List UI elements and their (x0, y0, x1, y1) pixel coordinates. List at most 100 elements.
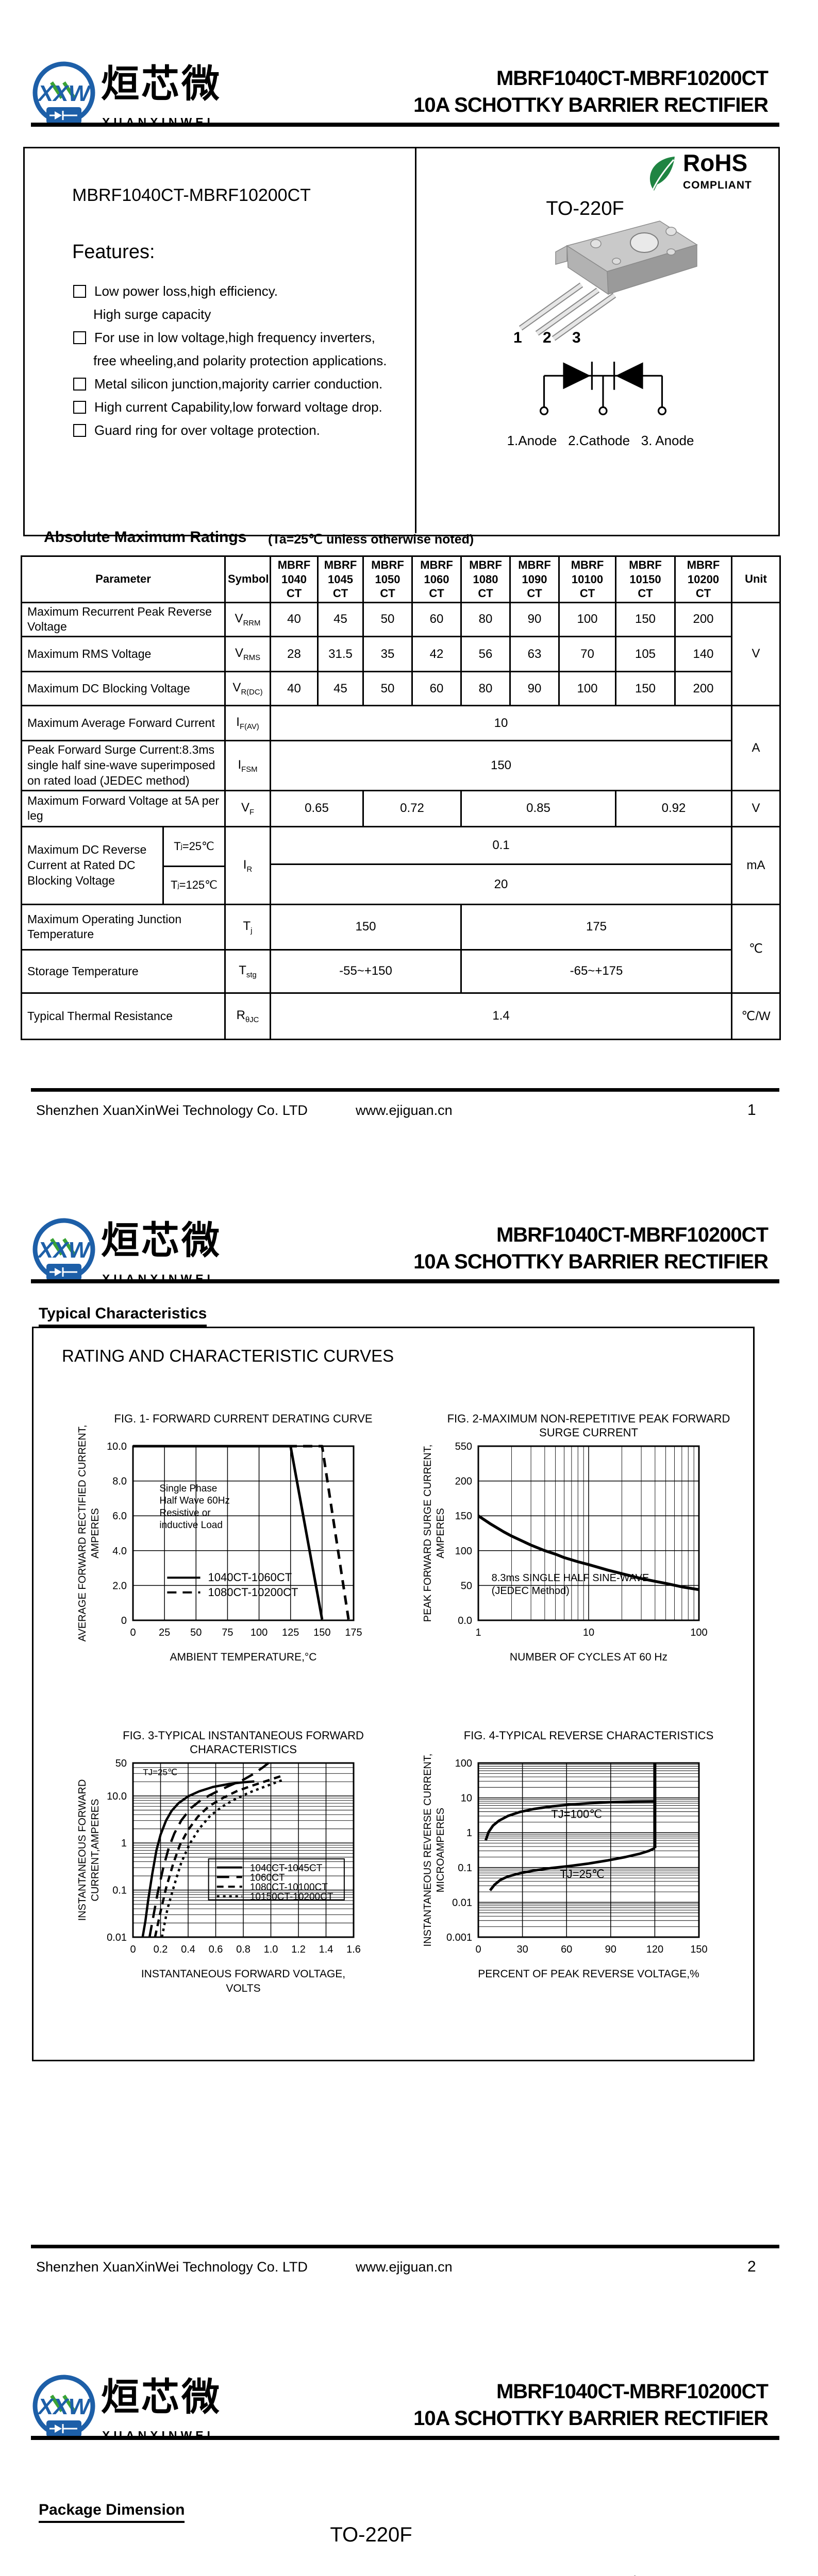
rohs-logo: RoHS COMPLIANT (647, 149, 776, 198)
svg-text:1: 1 (475, 1627, 481, 1638)
svg-text:10.0: 10.0 (107, 1791, 127, 1802)
svg-text:1040CT-1045CT: 1040CT-1045CT (250, 1863, 323, 1874)
svg-text:0.001: 0.001 (446, 1932, 472, 1943)
checkbox-icon (73, 331, 86, 344)
row-ir-125: 20 (22, 863, 780, 905)
svg-text:PERCENT OF PEAK REVERSE VOLTAG: PERCENT OF PEAK REVERSE VOLTAGE,% (478, 1968, 699, 1980)
svg-text:TJ=100℃: TJ=100℃ (551, 1807, 602, 1820)
feature-text: For use in low voltage,high frequency in… (94, 330, 375, 345)
unit-degc: ℃ (731, 903, 781, 994)
row-vf: Maximum Forward Voltage at 5A per leg VF… (21, 789, 781, 827)
checkbox-icon (73, 377, 86, 391)
value-span: 0.1 (270, 825, 732, 866)
amr-subtitle: (Ta=25℃ unless otherwise noted) (268, 532, 474, 547)
feature-item: Metal silicon junction,majority carrier … (73, 377, 403, 391)
svg-text:0.01: 0.01 (452, 1897, 472, 1908)
features-list: Low power loss,high efficiency. High sur… (73, 284, 403, 437)
diode-1 (563, 362, 591, 389)
svg-text:6.0: 6.0 (112, 1511, 127, 1522)
svg-text:10.0: 10.0 (107, 1441, 127, 1452)
svg-text:0: 0 (121, 1615, 127, 1626)
figure-3-chart: FIG. 3-TYPICAL INSTANTANEOUS FORWARDCHAR… (77, 1729, 364, 1994)
ratings-table: Parameter Symbol MBRF 1040 CT MBRF 1045 … (21, 555, 781, 1040)
svg-text:1.4: 1.4 (319, 1944, 333, 1955)
logo-letters: XXW (37, 81, 92, 106)
svg-text:550: 550 (455, 1441, 472, 1452)
svg-text:PEAK FORWARD SURGE CURRENT,: PEAK FORWARD SURGE CURRENT, (422, 1445, 433, 1622)
footer-rule (31, 1088, 779, 1092)
curves-box (32, 1327, 755, 2061)
doc-title-line1: MBRF1040CT-MBRF10200CT (496, 67, 769, 90)
brand-chinese: 烜芯微 (101, 1219, 222, 1262)
terminal-3 (657, 406, 667, 415)
svg-text:100: 100 (455, 1758, 472, 1769)
unit-degcw: ℃/W (731, 992, 781, 1040)
svg-text:0.2: 0.2 (154, 1944, 168, 1955)
feature-text: Metal silicon junction,majority carrier … (94, 376, 383, 392)
curves-box-title: RATING AND CHARACTERISTIC CURVES (62, 1346, 394, 1365)
page-1: XXW 烜芯微 XUANXINWEI MBRF1040CT-MBRF10200C… (0, 0, 818, 1157)
svg-text:TJ=25℃: TJ=25℃ (143, 1768, 177, 1777)
doc-title-line2: 10A SCHOTTKY BARRIER RECTIFIER (413, 94, 769, 116)
footer-website: www.ejiguan.cn (356, 1103, 453, 1118)
value-span: 150 (270, 903, 462, 951)
row-tj: Maximum Operating Junction Temperature T… (21, 903, 781, 994)
page-3: XXW 烜芯微 XUANXINWEI MBRF1040CT-MBRF10200C… (0, 2313, 818, 2576)
brand-chinese: 烜芯微 (101, 62, 222, 105)
svg-text:CHARACTERISTICS: CHARACTERISTICS (190, 1743, 297, 1756)
value-span: 20 (270, 863, 732, 905)
svg-text:10150CT-10200CT: 10150CT-10200CT (250, 1892, 333, 1903)
col-model: MBRF 10200 CT (674, 555, 732, 603)
row-ifsm: Peak Forward Surge Current:8.3ms single … (21, 740, 780, 791)
svg-text:1080CT-10100CT: 1080CT-10100CT (250, 1882, 328, 1893)
value-span: -65~+175 (460, 948, 732, 994)
svg-text:200: 200 (455, 1476, 472, 1487)
rohs-compliant-text: COMPLIANT (683, 179, 752, 191)
svg-text:0: 0 (475, 1944, 481, 1955)
svg-text:CURRENT,AMPERES: CURRENT,AMPERES (90, 1799, 101, 1902)
svg-text:50: 50 (461, 1580, 472, 1591)
value-span: 0.85 (460, 789, 616, 827)
footer-rule (31, 2245, 779, 2248)
svg-text:4.0: 4.0 (112, 1546, 127, 1557)
svg-text:1.2: 1.2 (291, 1944, 306, 1955)
svg-text:8.0: 8.0 (112, 1476, 127, 1487)
param-label: Maximum DC Reverse Current at Rated DC B… (27, 843, 147, 887)
feature-item-cont: High surge capacity (93, 308, 403, 321)
package-name: TO-220F (546, 198, 624, 219)
unit-volt: V (731, 601, 781, 707)
svg-text:90: 90 (605, 1944, 616, 1955)
row-vrdc: Maximum DC Blocking Voltage VR(DC) 40 45 5… (21, 671, 780, 707)
svg-text:75: 75 (222, 1627, 233, 1638)
svg-text:1.0: 1.0 (264, 1944, 278, 1955)
row-vrms: Maximum RMS Voltage VRMS 28 31.5 35 42 56 63 7… (21, 636, 780, 673)
rohs-text: RoHS (683, 149, 748, 176)
col-model: MBRF 1050 CT (362, 555, 413, 603)
svg-text:25: 25 (159, 1627, 170, 1638)
svg-text:0.4: 0.4 (181, 1944, 195, 1955)
page-2: XXW 烜芯微 XUANXINWEI MBRF1040CT-MBRF10200C… (0, 1157, 818, 2313)
footer-website: www.ejiguan.cn (356, 2259, 453, 2275)
svg-text:0.1: 0.1 (112, 1885, 127, 1896)
svg-text:0: 0 (130, 1627, 136, 1638)
svg-text:150: 150 (455, 1511, 472, 1522)
doc-title-line1: MBRF1040CT-MBRF10200CT (496, 2380, 769, 2403)
part-range-title: MBRF1040CT-MBRF10200CT (72, 185, 311, 205)
feature-text: High surge capacity (93, 307, 211, 322)
row-ir-25: Maximum DC Reverse Current at Rated DC B… (21, 825, 781, 905)
company-logo: XXW (32, 1218, 95, 1281)
svg-text:FIG. 1- FORWARD CURRENT DERATI: FIG. 1- FORWARD CURRENT DERATING CURVE (114, 1412, 372, 1425)
svg-text:0.01: 0.01 (107, 1932, 127, 1943)
row-ifav: Maximum Average Forward Current IF(AV) 1… (21, 705, 781, 791)
logo-green-accent (62, 81, 76, 99)
svg-text:INSTANTANEOUS FORWARD VOLTAGE,: INSTANTANEOUS FORWARD VOLTAGE, (141, 1968, 345, 1980)
value-span: 0.65 (270, 789, 364, 827)
figure-4-chart: FIG. 4-TYPICAL REVERSE CHARACTERISTICS 0 3… (422, 1729, 713, 1980)
table-header-row: Parameter Symbol MBRF 1040 CT MBRF 1045 … (21, 555, 781, 603)
value-span: 0.72 (362, 789, 462, 827)
svg-text:100: 100 (455, 1546, 472, 1557)
mounting-hole (630, 232, 659, 253)
col-model: MBRF 1060 CT (411, 555, 462, 603)
svg-text:150: 150 (313, 1627, 330, 1638)
